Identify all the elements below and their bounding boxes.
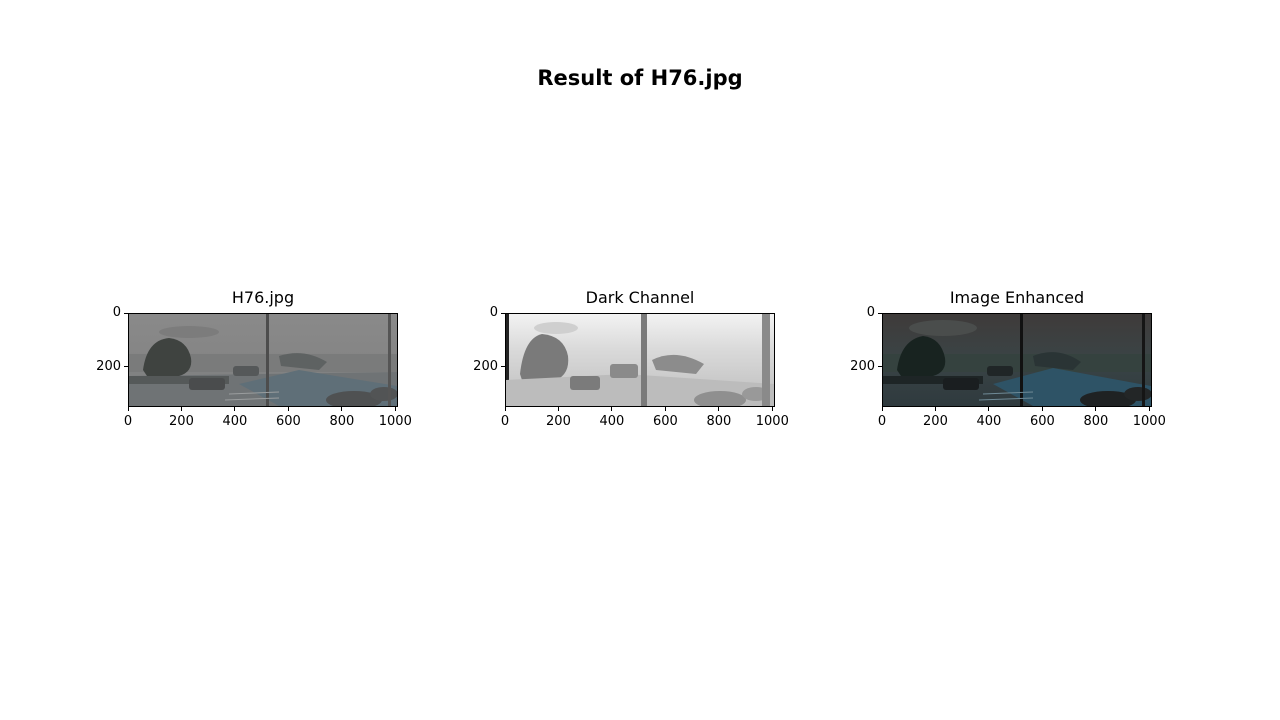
x-tick-label: 800 (329, 414, 355, 429)
x-tick-mark (504, 407, 506, 411)
x-tick-label: 200 (546, 414, 571, 429)
x-tick-label: 0 (877, 414, 887, 429)
x-tick-mark (1041, 407, 1043, 411)
x-tick-label: 800 (1083, 414, 1109, 429)
x-tick-mark (1095, 407, 1097, 411)
y-tick-label: 200 (850, 358, 875, 374)
panel-title: H76.jpg (231, 288, 295, 307)
x-tick-mark (611, 407, 613, 411)
y-tick-mark (124, 312, 128, 314)
x-tick-label: 1000 (1132, 414, 1166, 429)
x-tick-mark (771, 407, 773, 411)
x-tick-label: 0 (500, 414, 510, 429)
x-tick-label: 400 (976, 414, 1002, 429)
figure-title: Result of H76.jpg (537, 66, 743, 90)
x-tick-label: 800 (706, 414, 732, 429)
x-tick-mark (718, 407, 720, 411)
x-tick-mark (988, 407, 990, 411)
y-tick-mark (124, 366, 128, 368)
y-tick-label: 0 (112, 305, 121, 320)
x-tick-label: 1000 (378, 414, 412, 429)
dark-channel-image (506, 314, 774, 406)
panel-title: Image Enhanced (949, 288, 1085, 307)
x-tick-label: 1000 (755, 414, 789, 429)
x-tick-mark (934, 407, 936, 411)
image-axes (882, 313, 1152, 407)
y-tick-label: 200 (473, 358, 498, 374)
y-tick-mark (501, 312, 505, 314)
x-tick-label: 600 (275, 414, 301, 429)
x-tick-mark (234, 407, 236, 411)
y-tick-mark (878, 312, 882, 314)
x-tick-label: 200 (169, 414, 194, 429)
x-tick-mark (180, 407, 182, 411)
x-tick-mark (557, 407, 559, 411)
image-axes (128, 313, 398, 407)
x-tick-mark (287, 407, 289, 411)
x-tick-label: 600 (652, 414, 678, 429)
x-tick-label: 200 (923, 414, 948, 429)
x-tick-label: 600 (1029, 414, 1055, 429)
y-tick-label: 200 (96, 358, 121, 374)
x-tick-label: 400 (222, 414, 248, 429)
y-tick-mark (501, 366, 505, 368)
hazy-street-image (129, 314, 397, 406)
image-axes (505, 313, 775, 407)
y-tick-label: 0 (489, 305, 498, 320)
x-tick-mark (394, 407, 396, 411)
x-tick-mark (1148, 407, 1150, 411)
x-tick-mark (664, 407, 666, 411)
y-tick-label: 0 (866, 305, 875, 320)
enhanced-street-image (883, 314, 1151, 406)
x-tick-label: 400 (599, 414, 625, 429)
y-tick-mark (878, 366, 882, 368)
x-tick-mark (881, 407, 883, 411)
x-tick-mark (127, 407, 129, 411)
x-tick-label: 0 (123, 414, 133, 429)
x-tick-mark (341, 407, 343, 411)
panel-title: Dark Channel (585, 288, 695, 307)
